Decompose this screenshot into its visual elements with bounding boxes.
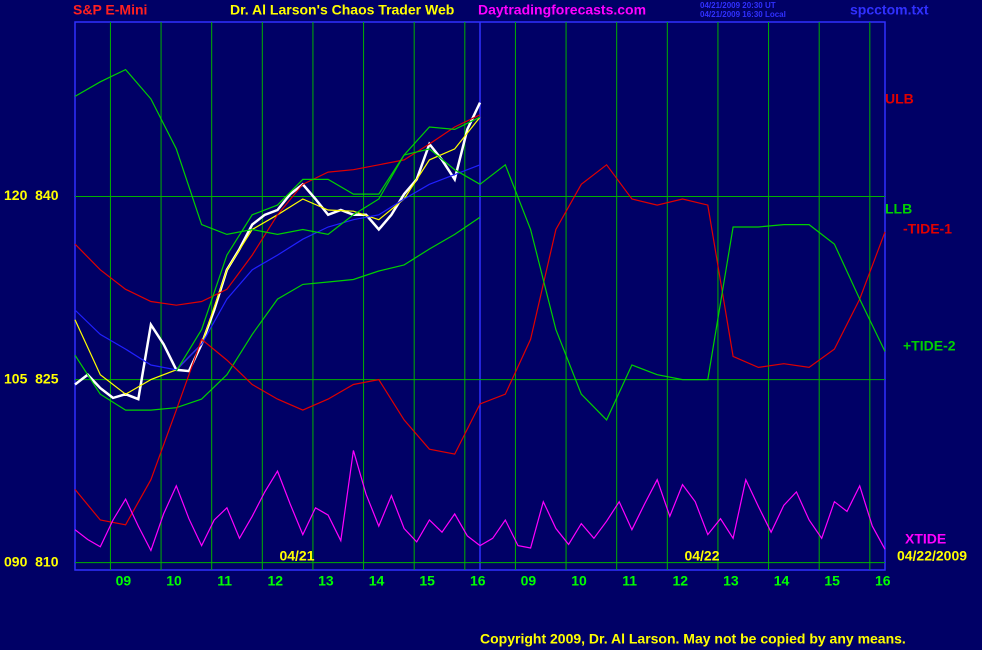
copyright: Copyright 2009, Dr. Al Larson. May not b… [480,631,906,647]
site: Daytradingforecasts.com [478,2,646,18]
date-annotation: 04/21 [279,548,314,564]
series-line [74,164,481,371]
x-tick-label: 09 [521,573,537,589]
x-tick-label: 10 [571,573,587,589]
timestamp: 04/21/2009 20:30 UT [700,1,776,10]
x-tick-label: 13 [318,573,334,589]
date-annotation: 04/22 [684,548,719,564]
series-line [74,68,886,421]
series-line [74,114,481,306]
series-line [175,116,481,372]
y-tick-label: 090 810 [4,553,59,569]
series-label: LLB [885,201,912,217]
x-tick-label: 12 [673,573,689,589]
file-name: spcctom.txt [850,2,929,18]
series-label: +TIDE-2 [903,338,956,354]
x-tick-label: 16 [470,573,486,589]
y-tick-label: 120 840 [4,187,59,203]
x-tick-label: 16 [875,573,891,589]
x-tick-label: 12 [268,573,284,589]
series-label: XTIDE [905,531,946,547]
x-tick-label: 11 [217,573,232,589]
date-annotation: 04/22/2009 [897,548,967,564]
chart-title: Dr. Al Larson's Chaos Trader Web [230,2,454,18]
instrument: S&P E-Mini [73,2,147,18]
series-label: -TIDE-1 [903,221,952,237]
series-label: ULB [885,91,914,107]
series-line [74,163,886,526]
series-line [74,102,482,401]
x-tick-label: 09 [116,573,132,589]
x-tick-label: 10 [166,573,182,589]
x-tick-label: 15 [419,573,435,589]
x-tick-label: 11 [622,573,637,589]
timestamp: 04/21/2009 16:30 Local [700,10,786,19]
series-line [74,216,481,411]
x-tick-label: 14 [369,573,385,589]
x-tick-label: 13 [723,573,739,589]
x-tick-label: 14 [774,573,790,589]
x-tick-label: 15 [824,573,840,589]
y-tick-label: 105 825 [4,370,59,386]
series-line [74,450,886,553]
